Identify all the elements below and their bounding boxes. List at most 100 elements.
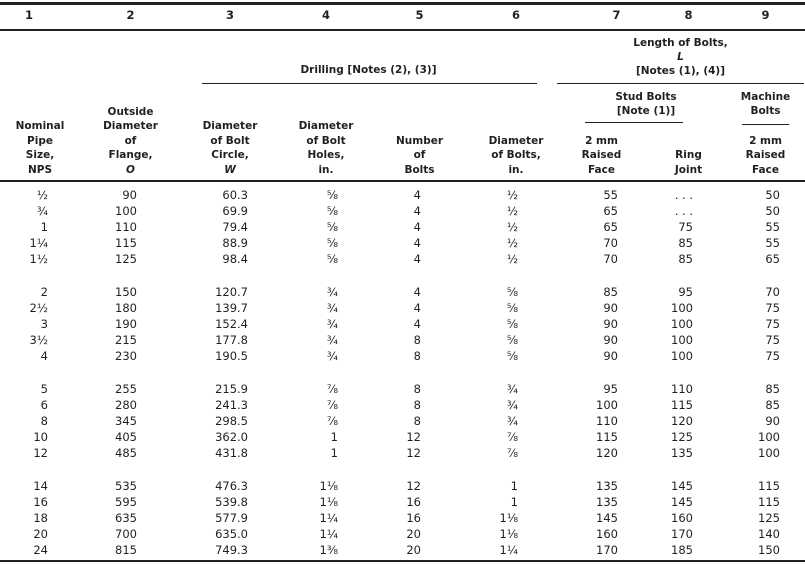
- table-cell: 815: [115, 543, 137, 557]
- header-line: Nominal: [15, 120, 65, 132]
- table-cell: 50: [765, 204, 780, 218]
- header-nps: Nominal Pipe Size, NPS: [0, 96, 80, 178]
- table-cell: 120.7: [215, 285, 248, 299]
- table-cell: 8: [413, 414, 421, 428]
- length-of-bolts-symbol: L: [677, 51, 684, 63]
- table-cell: 1⅛: [499, 527, 518, 541]
- table-cell: 8: [413, 398, 421, 412]
- table-cell: 6: [40, 398, 48, 412]
- table-cell: 1⅛: [499, 511, 518, 525]
- table-cell: 85: [765, 398, 780, 412]
- table-cell: 635.0: [215, 527, 248, 541]
- table-row: 3 190 152.4 ¾ 4 ⅝ 90 100 75: [0, 316, 805, 332]
- table-cell: 1: [510, 495, 518, 509]
- table-cell: 115: [115, 236, 137, 250]
- table-cell: 100: [671, 349, 693, 363]
- table-row: 18 635 577.9 1¼ 16 1⅛ 145 160 125: [0, 510, 805, 526]
- machine-bolts-underline: [742, 123, 789, 125]
- table-cell: 476.3: [215, 479, 248, 493]
- table-cell: 8: [413, 333, 421, 347]
- table-cell: 635: [115, 511, 137, 525]
- table-cell: 100: [671, 333, 693, 347]
- table-cell: 170: [671, 527, 693, 541]
- table-cell: ¾: [326, 333, 338, 347]
- table-cell: 100: [596, 398, 618, 412]
- table-cell: 85: [678, 236, 693, 250]
- numbers-row-rule: [0, 28, 805, 31]
- table-cell: 4: [413, 285, 421, 299]
- table-cell: 230: [115, 349, 137, 363]
- table-body: ½ 90 60.3 ⅝ 4 ½ 55. . . 50 ¾ 100 69.9 ⅝ 4 ½ 65. . . 50 1…: [0, 187, 805, 558]
- column-headers-row: Nominal Pipe Size, NPS Outside Diameter …: [0, 96, 805, 178]
- table-cell: ⅞: [326, 414, 338, 428]
- table-cell: 535: [115, 479, 137, 493]
- table-cell: ⅝: [506, 317, 518, 331]
- table-cell: 4: [413, 317, 421, 331]
- table-cell: 70: [603, 252, 618, 266]
- table-cell: 190: [115, 317, 137, 331]
- table-cell: 79.4: [222, 220, 248, 234]
- header-symbol-W: W: [224, 163, 236, 176]
- header-stud-raised-face: 2 mm Raised Face: [566, 96, 651, 178]
- table-row: ½ 90 60.3 ⅝ 4 ½ 55 . . . 50: [0, 187, 805, 203]
- table-cell: 185: [671, 543, 693, 557]
- table-cell: 55: [765, 236, 780, 250]
- table-cell: 75: [765, 333, 780, 347]
- table-row: 6 280 241.3 ⅞ 8 ¾ 100 115 85: [0, 397, 805, 413]
- table-cell: 1: [330, 430, 338, 444]
- table-cell: ⅞: [326, 382, 338, 396]
- header-line: Face: [588, 163, 615, 176]
- column-number-5: 5: [415, 8, 424, 22]
- header-line: Raised: [581, 149, 622, 161]
- table-cell: . . .: [674, 188, 693, 202]
- table-cell: 241.3: [215, 398, 248, 412]
- header-line: Pipe: [27, 134, 53, 147]
- table-cell: ⅝: [326, 236, 338, 250]
- header-bottom-rule: [0, 180, 805, 182]
- table-cell: 135: [596, 495, 618, 509]
- table-cell: ¾: [326, 317, 338, 331]
- table-cell: 20: [406, 543, 421, 557]
- table-cell: 69.9: [222, 204, 248, 218]
- table-row: 2 150 120.7 ¾ 4 ⅝ 85 95 70: [0, 284, 805, 300]
- table-cell: 700: [115, 527, 137, 541]
- table-cell: 125: [671, 430, 693, 444]
- table-cell: 405: [115, 430, 137, 444]
- table-row: 1 110 79.4 ⅝ 4 ½ 65 75 55: [0, 219, 805, 235]
- table-cell: 135: [671, 446, 693, 460]
- table-cell: 100: [758, 446, 780, 460]
- table-cell: 16: [406, 495, 421, 509]
- header-line: of Bolt: [306, 134, 346, 147]
- bottom-rule: [0, 559, 805, 562]
- table-cell: 115: [758, 495, 780, 509]
- header-line: in.: [318, 163, 334, 176]
- table-cell: . . .: [674, 204, 693, 218]
- table-cell: ¾: [506, 382, 518, 396]
- table-cell: 145: [671, 495, 693, 509]
- table-cell: 16: [33, 495, 48, 509]
- table-cell: 90: [603, 317, 618, 331]
- table-cell: 170: [596, 543, 618, 557]
- table-cell: ⅞: [326, 398, 338, 412]
- table-cell: 50: [765, 188, 780, 202]
- table-cell: 1¼: [499, 543, 518, 557]
- column-number-3: 3: [225, 8, 234, 22]
- header-line: Diameter: [488, 134, 544, 147]
- header-line: Diameter: [202, 120, 258, 132]
- table-cell: 577.9: [215, 511, 248, 525]
- table-row: 24 815 749.3 1⅜ 20 1¼ 170 185 150: [0, 542, 805, 558]
- machine-bolts-line1: Machine: [740, 91, 791, 103]
- table-cell: 110: [596, 414, 618, 428]
- stud-bolts-line1: Stud Bolts: [615, 91, 677, 103]
- table-cell: ⅝: [506, 333, 518, 347]
- table-cell: 75: [765, 317, 780, 331]
- table-cell: 8: [413, 349, 421, 363]
- table-cell: 125: [758, 511, 780, 525]
- table-cell: ¾: [506, 398, 518, 412]
- table-cell: 120: [671, 414, 693, 428]
- table-row: 12 485 431.8 1 12 ⅞ 120 135 100: [0, 445, 805, 461]
- table-cell: 55: [765, 220, 780, 234]
- table-cell: 150: [115, 285, 137, 299]
- table-cell: ⅝: [326, 220, 338, 234]
- table-cell: 4: [413, 252, 421, 266]
